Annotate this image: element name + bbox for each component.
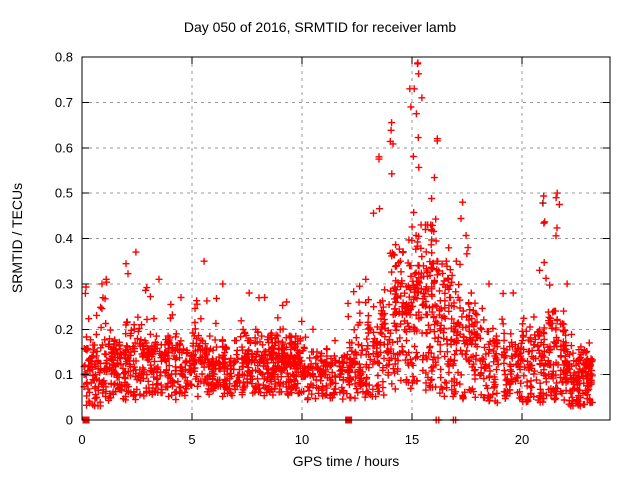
y-tick-label: 0.6 — [55, 140, 73, 155]
scatter-points-dark — [539, 199, 547, 207]
chart-title: Day 050 of 2016, SRMTID for receiver lam… — [183, 19, 457, 35]
axis-ticks — [81, 56, 610, 421]
y-tick-label: 0.5 — [55, 186, 73, 201]
x-tick-label: 5 — [188, 432, 195, 447]
y-tick-label: 0.4 — [55, 231, 73, 246]
y-tick-label: 0 — [66, 413, 73, 428]
x-tick-label: 20 — [515, 432, 529, 447]
y-tick-label: 0.1 — [55, 367, 73, 382]
x-tick-label: 0 — [78, 432, 85, 447]
x-tick-label: 10 — [295, 432, 309, 447]
scatter-points — [80, 59, 596, 410]
y-tick-label: 0.8 — [55, 50, 73, 65]
y-tick-label: 0.2 — [55, 322, 73, 337]
y-tick-label: 0.7 — [55, 95, 73, 110]
y-tick-label: 0.3 — [55, 276, 73, 291]
x-tick-label: 15 — [405, 432, 419, 447]
x-axis-label: GPS time / hours — [292, 453, 400, 469]
